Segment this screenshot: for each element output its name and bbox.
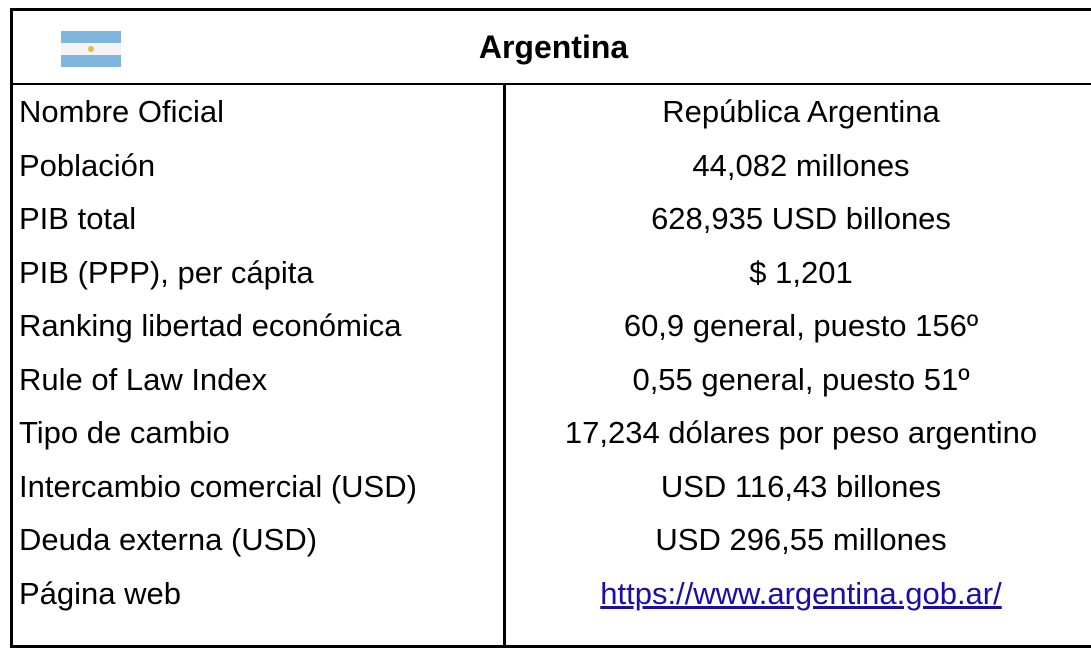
row-label: Tipo de cambio [19, 415, 230, 450]
row-value: 0,55 general, puesto 51º [632, 361, 970, 397]
row-label: Nombre Oficial [19, 94, 224, 129]
row-value: 17,234 dólares por peso argentino [564, 415, 1038, 450]
column-divider [503, 85, 506, 645]
row-value: https://www.argentina.gob.ar/ [508, 567, 1091, 621]
row-label: Deuda externa (USD) [19, 522, 318, 557]
row-label: Página web [19, 575, 182, 611]
page: {"header": {"title": "Argentina"}, "tabl… [10, 8, 1091, 648]
row-value: 628,935 USD billones [651, 201, 951, 236]
row-label: Rule of Law Index [19, 361, 268, 397]
row-label: Ranking libertad económica [19, 308, 402, 343]
table-title: Argentina [478, 29, 629, 65]
row-label: Intercambio comercial (USD) [19, 468, 417, 504]
row-label: Población [19, 147, 156, 183]
row-label: PIB total [19, 201, 137, 236]
table: Argentina Nombre Oficial República Argent… [10, 8, 1091, 648]
row-value: USD 296,55 millones [655, 522, 947, 557]
row-value: 44,082 millones [692, 147, 910, 183]
table-header: Argentina [13, 11, 1091, 85]
row-label: PIB (PPP), per cápita [19, 254, 314, 290]
row-value: $ 1,201 [749, 254, 853, 290]
row-value: República Argentina [662, 94, 940, 129]
flag-icon [61, 31, 121, 67]
row-value: 60,9 general, puesto 156º [623, 308, 979, 343]
website-link[interactable]: https://www.argentina.gob.ar/ [600, 575, 1002, 611]
row-value: USD 116,43 billones [660, 468, 942, 504]
